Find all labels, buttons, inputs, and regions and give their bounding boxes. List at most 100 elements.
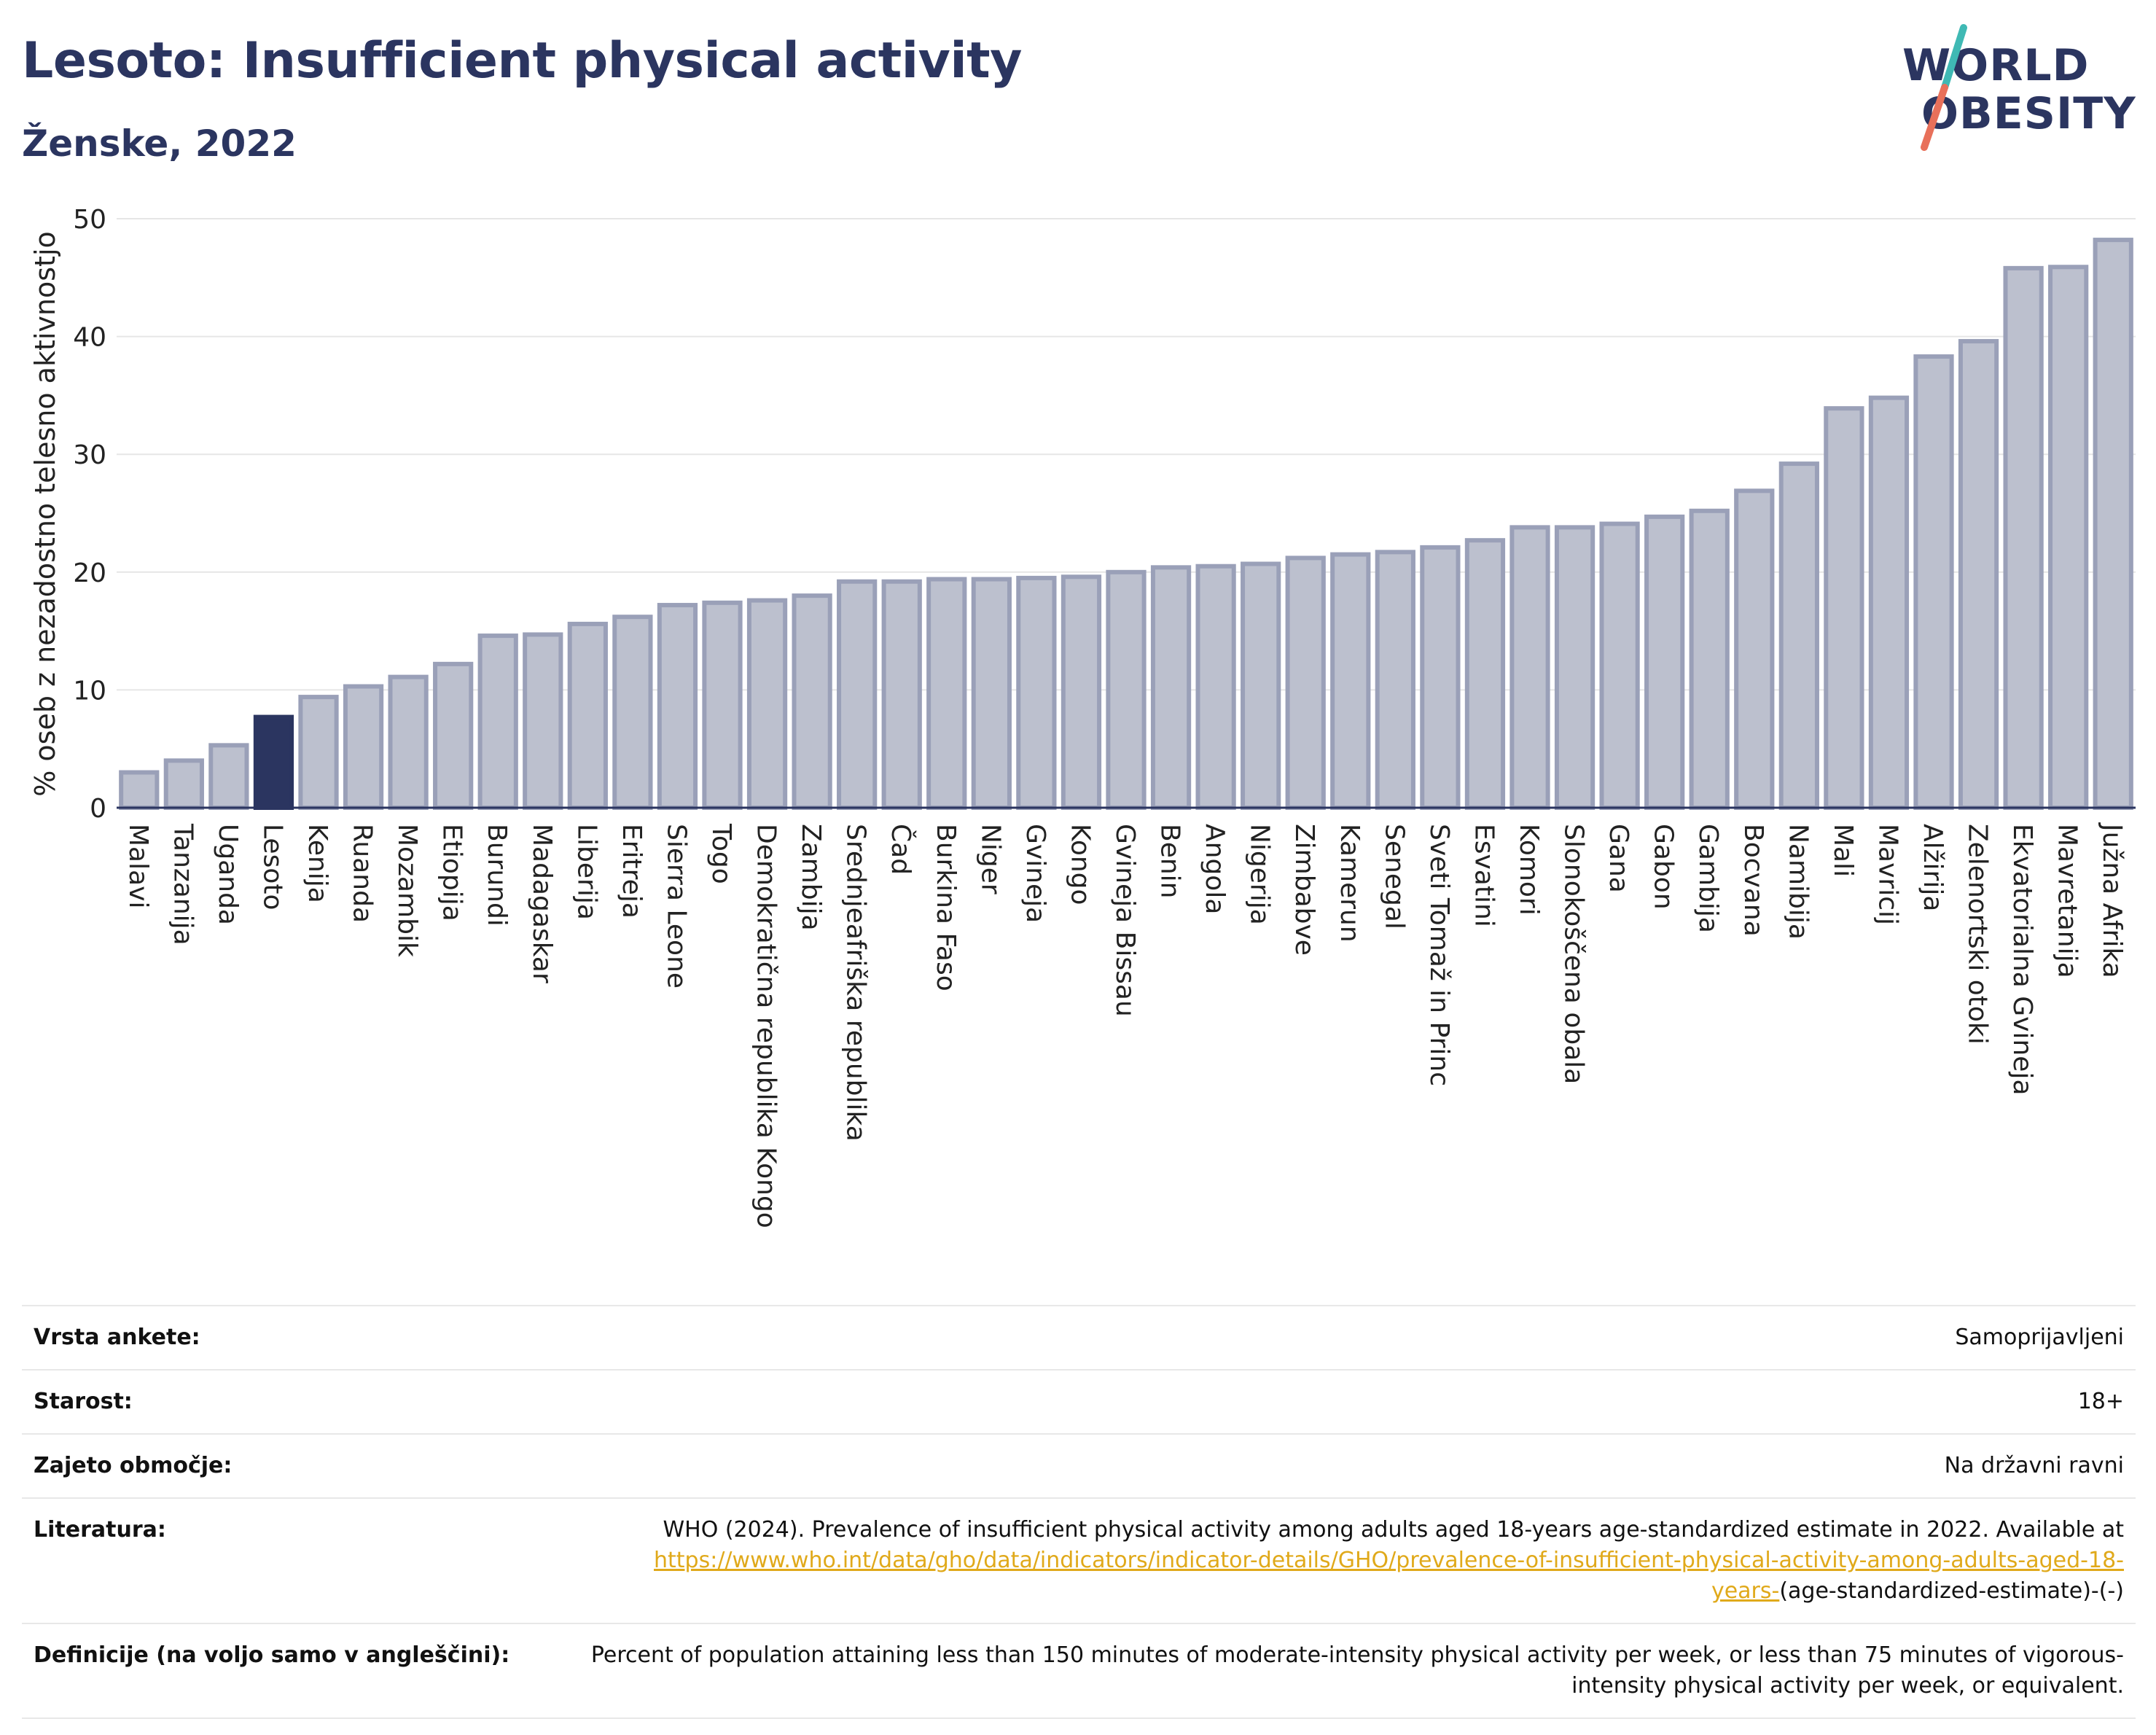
info-table: Vrsta ankete: Samoprijavljeni Starost: 1…	[22, 1305, 2136, 1719]
x-tick-label: Gvineja Bissau	[1110, 824, 1140, 1017]
bar	[433, 661, 474, 811]
y-tick-label: 40	[73, 323, 106, 353]
bar	[1689, 508, 1730, 810]
bar	[1958, 339, 1999, 810]
bar	[2048, 265, 2089, 811]
x-tick-label: Malavi	[123, 824, 153, 909]
x-tick-label: Mavretanija	[2053, 824, 2082, 978]
x-tick-label: Nigerija	[1245, 824, 1275, 925]
x-tick-label: Kongo	[1065, 824, 1095, 905]
x-tick-label: Niger	[975, 824, 1005, 894]
bar	[1509, 525, 1550, 811]
x-tick-label: Burundi	[482, 824, 512, 927]
x-tick-label: Kamerun	[1335, 824, 1364, 943]
x-tick-label: Benin	[1155, 824, 1185, 898]
bar	[298, 695, 339, 811]
logo-slash-icon	[1921, 24, 1967, 151]
x-tick-label: Komori	[1514, 824, 1544, 916]
bar	[1420, 545, 1461, 810]
bar	[1241, 561, 1281, 810]
bar	[1554, 525, 1595, 811]
bar	[2093, 238, 2133, 810]
references-label: Literatura:	[22, 1497, 587, 1624]
bar	[881, 579, 922, 811]
page-subtitle: Ženske, 2022	[22, 122, 297, 165]
world-obesity-logo: WORLD OBESITY	[1902, 22, 2143, 153]
x-tick-label: Gambija	[1693, 824, 1723, 933]
x-tick-label: Liberija	[571, 824, 601, 920]
bar	[343, 684, 384, 810]
logo-line-1: WORLD	[1902, 40, 2090, 91]
bar	[1195, 564, 1236, 810]
x-tick-label: Sveti Tomaž in Princ	[1424, 824, 1454, 1086]
x-tick-label: Zelenortski otoki	[1963, 824, 1993, 1045]
x-tick-label: Tanzanija	[168, 823, 198, 946]
x-tick-label: Ekvatorialna Gvineja	[2007, 824, 2037, 1096]
y-tick-label: 20	[73, 558, 106, 588]
x-tick-label: Sierra Leone	[661, 824, 691, 989]
bar	[1285, 555, 1326, 811]
bar	[208, 743, 249, 810]
x-tick-label: Gabon	[1649, 824, 1679, 910]
x-tick-label: Zimbabve	[1289, 824, 1319, 956]
references-value: WHO (2024). Prevalence of insufficient p…	[587, 1497, 2136, 1624]
bar	[523, 632, 563, 810]
bar	[837, 579, 878, 811]
x-tick-label: Ruanda	[348, 824, 378, 923]
bar	[971, 577, 1012, 810]
logo-line-2: OBESITY	[1921, 88, 2136, 139]
x-tick-label: Mozambik	[392, 824, 422, 957]
y-tick-label: 30	[73, 440, 106, 470]
x-tick-label: Burkina Faso	[931, 824, 961, 991]
x-tick-label: Uganda	[213, 824, 243, 925]
survey-label: Vrsta ankete:	[22, 1305, 587, 1371]
bar	[1644, 514, 1685, 811]
x-tick-label: Demokratična republika Kongo	[751, 824, 781, 1228]
bar	[926, 577, 967, 810]
x-tick-label: Esvatini	[1469, 824, 1499, 927]
x-tick-label: Kenija	[302, 824, 332, 903]
x-tick-label: Slonokoščena obala	[1559, 824, 1589, 1084]
x-tick-label: Mavricij	[1872, 824, 1902, 925]
survey-value: Samoprijavljeni	[587, 1305, 2136, 1371]
bar	[1868, 395, 1910, 810]
x-tick-label: Senegal	[1379, 824, 1409, 929]
bar	[2003, 265, 2044, 810]
x-tick-label: Angola	[1200, 824, 1230, 914]
references-text: WHO (2024). Prevalence of insufficient p…	[663, 1517, 2124, 1543]
bar	[792, 593, 832, 810]
bar	[1016, 575, 1057, 810]
x-tick-label: Gvineja	[1020, 824, 1050, 923]
bar	[567, 621, 608, 810]
x-tick-label: Lesoto	[257, 824, 287, 911]
bar	[253, 714, 294, 810]
bar	[1599, 521, 1640, 810]
bar	[1061, 574, 1102, 810]
definitions-label: Definicije (na voljo samo v angleščini):	[22, 1623, 587, 1719]
x-tick-label: Mali	[1828, 824, 1858, 877]
bar	[1375, 550, 1415, 810]
y-tick-label: 0	[90, 794, 106, 824]
x-tick-label: Gana	[1604, 824, 1633, 893]
bar-chart: 0 10 20 30 40 50 Malavi Tanzanija Uganda Lesoto Ke…	[73, 205, 2136, 1228]
bar	[1330, 552, 1371, 810]
info-row-definitions: Definicije (na voljo samo v angleščini):…	[22, 1623, 2136, 1719]
references-link[interactable]: https://www.who.int/data/gho/data/indica…	[654, 1548, 2124, 1604]
bar	[119, 770, 160, 811]
x-tick-label: Eritreja	[617, 824, 647, 919]
bar	[1913, 354, 1954, 810]
info-row-survey: Vrsta ankete: Samoprijavljeni	[22, 1305, 2136, 1371]
references-suffix: (age-standardized-estimate)-(-)	[1779, 1578, 2124, 1604]
bar	[163, 758, 204, 810]
y-tick-label: 50	[73, 205, 106, 235]
x-tick-label: Zambija	[796, 824, 826, 931]
x-tick-label: Madagaskar	[527, 824, 557, 983]
page-title: Lesoto: Insufficient physical activity	[22, 32, 1022, 90]
info-row-age: Starost: 18+	[22, 1369, 2136, 1435]
bar	[477, 633, 518, 811]
definitions-value: Percent of population attaining less tha…	[587, 1623, 2136, 1719]
age-value: 18+	[587, 1369, 2136, 1435]
bar	[388, 674, 429, 811]
bar	[702, 600, 743, 810]
bar	[612, 615, 653, 810]
